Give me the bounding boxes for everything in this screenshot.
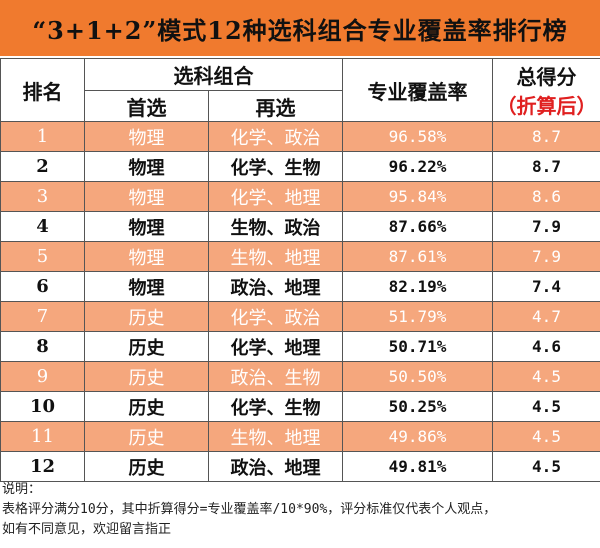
- score-cell: 8.7: [492, 151, 600, 182]
- rank-cell: 10: [0, 391, 85, 422]
- header-rank: 排名: [0, 58, 85, 122]
- first-subject-cell: 物理: [84, 121, 209, 152]
- table-row: 10 历史 化学、生物 50.25% 4.5: [0, 391, 600, 422]
- rank-cell: 7: [0, 301, 85, 332]
- coverage-cell: 50.71%: [342, 331, 493, 362]
- first-subject-cell: 历史: [84, 301, 209, 332]
- table-row: 9 历史 政治、生物 50.50% 4.5: [0, 361, 600, 392]
- notes-line-1: 表格评分满分10分，其中折算得分=专业覆盖率/10*90%，评分标准仅代表个人观…: [2, 502, 497, 517]
- score-cell: 7.9: [492, 241, 600, 272]
- table-body: 1 物理 化学、政治 96.58% 8.7 2 物理 化学、生物 96.22% 8.7 3 物理 化学、…: [0, 121, 600, 482]
- table-row: 2 物理 化学、生物 96.22% 8.7: [0, 151, 600, 182]
- second-subjects-cell: 政治、生物: [208, 361, 343, 392]
- header-score-note: （折算后）: [496, 94, 597, 118]
- table-row: 12 历史 政治、地理 49.81% 4.5: [0, 451, 600, 482]
- notes: 说明： 表格评分满分10分，其中折算得分=专业覆盖率/10*90%，评分标准仅代…: [2, 480, 598, 540]
- first-subject-cell: 物理: [84, 181, 209, 212]
- score-cell: 4.6: [492, 331, 600, 362]
- rank-cell: 1: [0, 121, 85, 152]
- coverage-cell: 51.79%: [342, 301, 493, 332]
- rank-cell: 6: [0, 271, 85, 302]
- header-coverage: 专业覆盖率: [342, 58, 493, 122]
- notes-label: 说明：: [2, 482, 42, 497]
- score-cell: 4.5: [492, 451, 600, 482]
- second-subjects-cell: 化学、地理: [208, 181, 343, 212]
- rank-cell: 9: [0, 361, 85, 392]
- coverage-cell: 95.84%: [342, 181, 493, 212]
- header-combo: 选科组合: [84, 58, 343, 91]
- rank-cell: 2: [0, 151, 85, 182]
- rank-cell: 11: [0, 421, 85, 452]
- score-cell: 4.5: [492, 391, 600, 422]
- first-subject-cell: 历史: [84, 421, 209, 452]
- coverage-cell: 49.86%: [342, 421, 493, 452]
- coverage-cell: 50.50%: [342, 361, 493, 392]
- rank-cell: 12: [0, 451, 85, 482]
- header-first: 首选: [84, 90, 209, 122]
- table-row: 11 历史 生物、地理 49.86% 4.5: [0, 421, 600, 452]
- first-subject-cell: 历史: [84, 331, 209, 362]
- table-row: 8 历史 化学、地理 50.71% 4.6: [0, 331, 600, 362]
- score-cell: 8.6: [492, 181, 600, 212]
- second-subjects-cell: 生物、政治: [208, 211, 343, 242]
- table-row: 5 物理 生物、地理 87.61% 7.9: [0, 241, 600, 272]
- second-subjects-cell: 化学、地理: [208, 331, 343, 362]
- table-row: 1 物理 化学、政治 96.58% 8.7: [0, 121, 600, 152]
- first-subject-cell: 物理: [84, 271, 209, 302]
- table-row: 3 物理 化学、地理 95.84% 8.6: [0, 181, 600, 212]
- second-subjects-cell: 化学、政治: [208, 301, 343, 332]
- second-subjects-cell: 化学、政治: [208, 121, 343, 152]
- table-row: 4 物理 生物、政治 87.66% 7.9: [0, 211, 600, 242]
- second-subjects-cell: 政治、地理: [208, 271, 343, 302]
- first-subject-cell: 历史: [84, 451, 209, 482]
- ranking-table-wrap: 排名 选科组合 专业覆盖率 总得分 （折算后） 首选 再选 1 物理 化学、政治 96…: [0, 58, 600, 482]
- second-subjects-cell: 化学、生物: [208, 151, 343, 182]
- rank-cell: 5: [0, 241, 85, 272]
- score-cell: 4.5: [492, 421, 600, 452]
- first-subject-cell: 物理: [84, 211, 209, 242]
- rank-cell: 3: [0, 181, 85, 212]
- table-row: 6 物理 政治、地理 82.19% 7.4: [0, 271, 600, 302]
- notes-line-2: 如有不同意见，欢迎留言指正: [2, 522, 172, 537]
- first-subject-cell: 物理: [84, 241, 209, 272]
- rank-cell: 8: [0, 331, 85, 362]
- header-score-label: 总得分: [516, 65, 577, 89]
- first-subject-cell: 历史: [84, 361, 209, 392]
- second-subjects-cell: 政治、地理: [208, 451, 343, 482]
- coverage-cell: 50.25%: [342, 391, 493, 422]
- coverage-cell: 82.19%: [342, 271, 493, 302]
- coverage-cell: 49.81%: [342, 451, 493, 482]
- coverage-cell: 87.66%: [342, 211, 493, 242]
- page-title: “3+1+2”模式12种选科组合专业覆盖率排行榜: [0, 0, 600, 56]
- ranking-table: 排名 选科组合 专业覆盖率 总得分 （折算后） 首选 再选 1 物理 化学、政治 96…: [0, 58, 600, 482]
- second-subjects-cell: 生物、地理: [208, 421, 343, 452]
- coverage-cell: 96.22%: [342, 151, 493, 182]
- score-cell: 4.5: [492, 361, 600, 392]
- first-subject-cell: 历史: [84, 391, 209, 422]
- score-cell: 4.7: [492, 301, 600, 332]
- rank-cell: 4: [0, 211, 85, 242]
- header-second: 再选: [208, 90, 343, 122]
- coverage-cell: 87.61%: [342, 241, 493, 272]
- coverage-cell: 96.58%: [342, 121, 493, 152]
- second-subjects-cell: 化学、生物: [208, 391, 343, 422]
- score-cell: 7.9: [492, 211, 600, 242]
- second-subjects-cell: 生物、地理: [208, 241, 343, 272]
- header-score: 总得分 （折算后）: [492, 58, 600, 122]
- score-cell: 7.4: [492, 271, 600, 302]
- table-row: 7 历史 化学、政治 51.79% 4.7: [0, 301, 600, 332]
- score-cell: 8.7: [492, 121, 600, 152]
- first-subject-cell: 物理: [84, 151, 209, 182]
